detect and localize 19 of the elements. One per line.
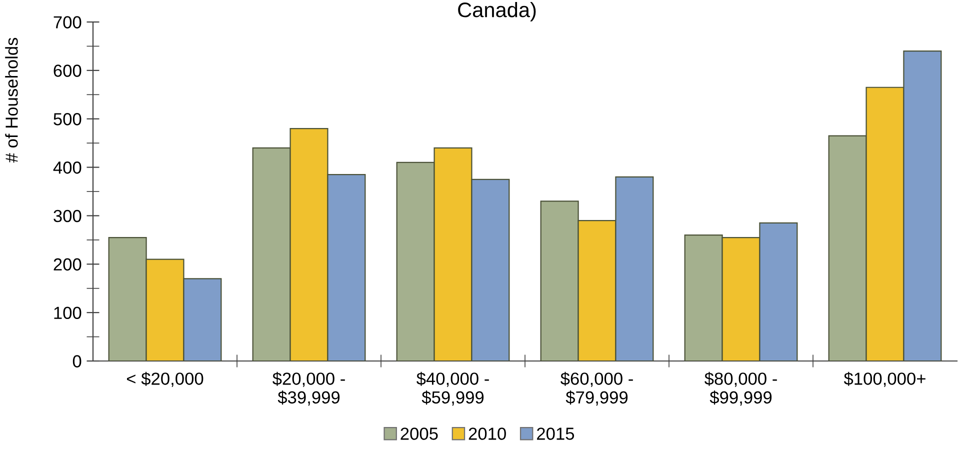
y-tick-label: 300 xyxy=(54,210,82,222)
x-tick-label: $80,000 - $99,999 xyxy=(704,372,777,406)
y-tick-label: 400 xyxy=(53,161,82,174)
x-tick-label: $60,000 - $79,999 xyxy=(560,372,633,406)
y-tick-label: 700 xyxy=(54,16,82,28)
x-tick-label: $40,000 - $59,999 xyxy=(416,372,489,406)
legend-label: 2015 xyxy=(537,428,574,440)
y-tick-label: 200 xyxy=(54,258,82,271)
y-axis-title: # of Households xyxy=(5,38,18,163)
y-tick-label: 500 xyxy=(54,113,82,126)
chart-title: Canada) xyxy=(458,2,536,22)
y-tick-label: 600 xyxy=(54,64,82,77)
legend-label: 2005 xyxy=(400,428,438,440)
y-tick-label: 100 xyxy=(54,306,82,320)
x-tick-label: $20,000 - $39,999 xyxy=(272,372,345,406)
y-tick-label: 0 xyxy=(72,355,82,368)
legend-label: 2010 xyxy=(468,428,506,440)
x-tick-label: < $20,000 xyxy=(127,372,204,387)
x-tick-label: $100,000+ xyxy=(844,372,926,387)
